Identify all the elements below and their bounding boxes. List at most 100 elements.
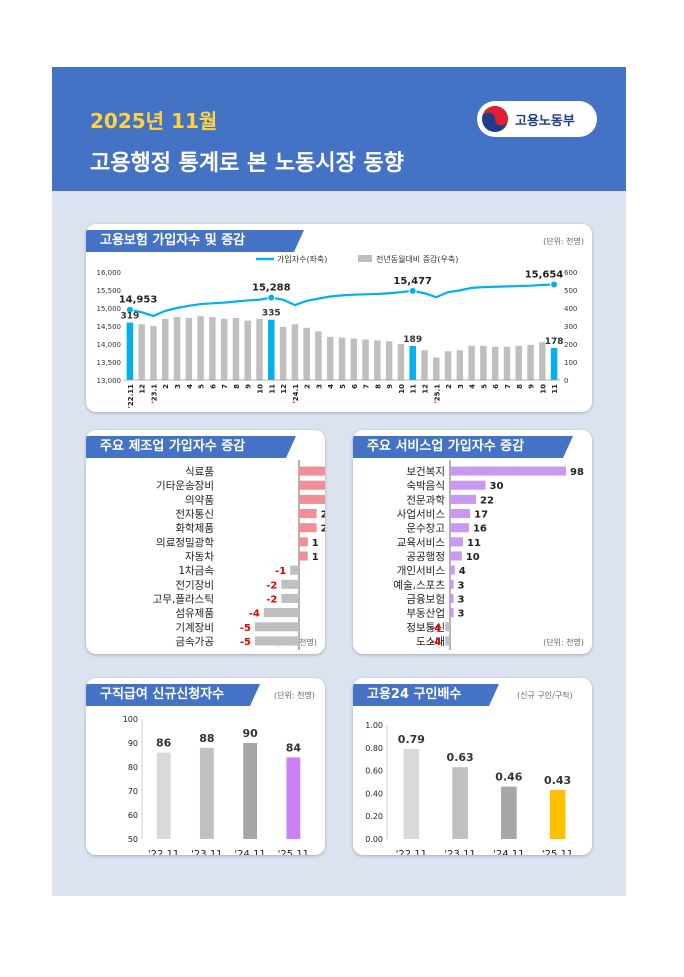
change-data-label: 189 [403, 335, 422, 345]
category-label: 기타운송장비 [156, 480, 214, 492]
value-label: 0.63 [447, 751, 474, 764]
y-axis-tick: 50 [128, 835, 138, 844]
x-axis-tick: 4 [469, 384, 477, 389]
category-label: 개인서비스 [397, 565, 446, 577]
change-bar [279, 326, 287, 380]
x-axis-tick: 8 [516, 384, 524, 389]
value-bar [286, 757, 301, 839]
change-bar [162, 318, 169, 380]
value-bar [445, 622, 450, 632]
x-axis-tick: '23.11 [191, 849, 222, 855]
value-bar [501, 786, 517, 839]
value-label: 4 [459, 566, 466, 577]
value-label: 0.46 [495, 771, 522, 784]
service-unit: (단위: 천명) [543, 638, 584, 647]
category-label: 금융보험 [406, 593, 445, 605]
category-label: 전문과학 [406, 494, 445, 506]
category-label: 교육서비스 [397, 537, 446, 549]
x-axis-tick: 2 [445, 384, 453, 389]
change-bar [244, 320, 251, 380]
y-axis-tick: 80 [128, 763, 138, 772]
offers-card: 고용24 구인배수 (신규 구인/구직) 0.00 0.20 0.40 0.60 0.8… [353, 678, 592, 855]
value-bar [450, 509, 471, 519]
change-bar [220, 318, 228, 380]
subscriber-data-label: 15,654 [525, 269, 564, 280]
legend-line-label: 가입자수(좌축) [277, 255, 327, 264]
service-card: 주요 서비스업 가입자수 증감 (단위: 천명) 보건복지 98 숙박음식 30 전문과… [353, 430, 592, 654]
offers-unit: (신규 구인/구직) [517, 691, 573, 700]
category-label: 숙박음식 [406, 480, 445, 492]
manufacturing-bar-chart: 식료품4기타운송장비3의약품3전자통신2화학제품2의료정밀광학1자동차11차금속… [153, 460, 325, 650]
header-banner: 2025년 11월 고용행정 통계로 본 노동시장 동향 고용노동부 [52, 67, 626, 191]
value-label: 3 [458, 594, 465, 605]
x-axis-tick: 2 [304, 384, 312, 389]
value-label: 3 [458, 580, 465, 591]
value-label: -4 [430, 623, 441, 634]
value-bar [450, 537, 464, 547]
change-bar [197, 316, 204, 380]
category-label: 전자통신 [175, 509, 214, 521]
change-bar [374, 340, 381, 380]
left-axis-tick: 14,000 [97, 341, 122, 349]
x-axis-tick: 11 [268, 384, 276, 394]
category-label: 사업서비스 [397, 508, 446, 521]
report-title: 고용행정 통계로 본 노동시장 동향 [90, 151, 404, 176]
x-axis-tick: 7 [363, 384, 371, 389]
legend-bar-swatch [358, 255, 372, 262]
change-bar [291, 324, 299, 380]
value-bar [263, 608, 299, 618]
value-label: 30 [490, 481, 504, 492]
category-label: 고무,플라스틱 [153, 593, 214, 605]
value-label: -5 [240, 637, 251, 648]
value-label: -1 [275, 566, 286, 577]
value-bar [450, 565, 455, 575]
x-axis-tick: 9 [528, 384, 536, 389]
change-bar [409, 345, 416, 380]
left-axis-tick: 15,500 [97, 287, 122, 295]
manufacturing-title: 주요 제조업 가입자수 증감 [86, 436, 296, 458]
category-label: 정보통신 [406, 622, 445, 634]
left-axis-tick: 13,500 [97, 359, 122, 367]
change-data-label: 319 [120, 312, 139, 322]
insurance-card: 고용보험 가입자수 및 증감 (단위: 천명) 가입자수(좌축) 전년동월대비 증… [86, 224, 592, 412]
value-label: -2 [266, 594, 277, 605]
insurance-title: 고용보험 가입자수 및 증감 [86, 230, 304, 252]
insurance-combo-chart: 가입자수(좌축) 전년동월대비 증감(우축) 13,000 13,500 14,000 1… [97, 254, 578, 408]
category-label: 1차금속 [178, 565, 214, 577]
value-bar [452, 767, 468, 839]
category-label: 화학제품 [175, 523, 214, 535]
value-bar [199, 747, 214, 839]
x-axis-tick: 12 [139, 384, 147, 394]
y-axis-tick: 1.00 [365, 721, 383, 730]
legend-bar-label: 전년동월대비 증감(우축) [376, 254, 458, 264]
change-bar [456, 350, 464, 380]
change-data-label: 335 [262, 309, 281, 319]
value-bar [445, 636, 450, 646]
x-axis-tick: '25.11 [542, 849, 573, 855]
change-bar [515, 345, 522, 380]
change-bar [421, 350, 428, 380]
value-bar [299, 551, 308, 561]
change-bar [362, 339, 369, 380]
y-axis-tick: 0.20 [365, 812, 383, 821]
jobseeking-card: 구직급여 신규신청자수 (단위: 천명) 50 60 70 80 90 100 86 '22.… [86, 678, 325, 855]
value-label: 10 [466, 552, 480, 563]
value-label: -4 [249, 609, 260, 620]
x-axis-tick: 12 [421, 384, 429, 394]
subscriber-data-label: 15,288 [252, 283, 291, 294]
value-bar [549, 789, 566, 839]
x-axis-tick: 7 [504, 384, 512, 389]
subscriber-data-label: 14,953 [119, 295, 158, 306]
change-bar [433, 357, 440, 380]
value-bar [290, 565, 299, 575]
y-axis-tick: 0.00 [365, 835, 383, 844]
y-axis-tick: 0.60 [365, 767, 383, 776]
x-axis-tick: 9 [386, 384, 394, 389]
category-label: 예술,스포츠 [393, 578, 445, 591]
x-axis-tick: 3 [174, 384, 182, 389]
y-axis-tick: 100 [123, 715, 138, 724]
value-bar [450, 494, 477, 504]
change-bar [539, 342, 546, 380]
change-bar [126, 322, 134, 380]
x-axis-tick: 4 [186, 384, 194, 389]
